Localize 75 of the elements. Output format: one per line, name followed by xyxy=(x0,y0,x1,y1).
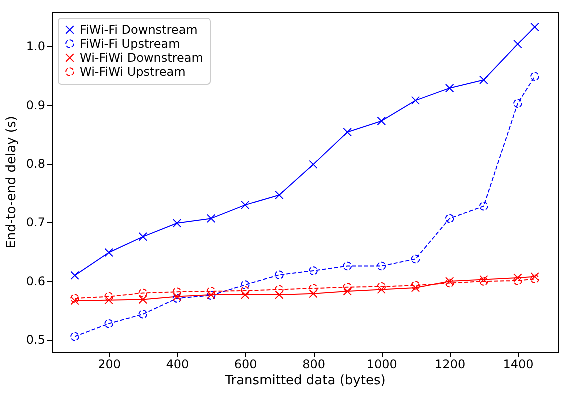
legend-label: FiWi-Fi Upstream xyxy=(80,37,180,51)
point xyxy=(445,84,454,93)
point xyxy=(104,292,114,302)
point xyxy=(138,232,148,242)
x-tick-label: 600 xyxy=(234,358,258,372)
point xyxy=(240,280,250,290)
point xyxy=(445,277,454,286)
point xyxy=(138,288,148,298)
y-tick-label: 1.0 xyxy=(26,40,46,54)
point xyxy=(138,295,148,304)
x-tick-label: 200 xyxy=(98,358,122,372)
point xyxy=(275,270,284,280)
point xyxy=(309,266,318,276)
point xyxy=(309,289,318,298)
point xyxy=(343,283,352,292)
y-tick-label: 0.9 xyxy=(26,98,46,112)
point xyxy=(514,276,522,286)
point xyxy=(514,99,522,108)
y-tick-label: 0.6 xyxy=(26,274,46,288)
point xyxy=(240,200,250,210)
point xyxy=(480,76,488,84)
y-tick-label: 0.8 xyxy=(26,157,46,172)
point xyxy=(309,284,318,293)
point xyxy=(240,286,250,296)
legend-label: Wi-FiWi Upstream xyxy=(80,65,186,79)
x-tick-label: 1000 xyxy=(366,358,398,372)
point xyxy=(275,290,284,300)
point xyxy=(206,287,216,296)
point xyxy=(275,285,284,294)
point xyxy=(70,294,80,303)
point xyxy=(445,214,454,224)
point xyxy=(530,22,540,32)
point xyxy=(377,262,386,271)
legend-label: FiWi-Fi Downstream xyxy=(80,23,198,37)
point xyxy=(104,296,114,305)
point xyxy=(104,248,114,258)
point xyxy=(411,281,420,290)
point xyxy=(445,278,454,288)
point xyxy=(309,160,318,170)
point xyxy=(530,272,540,282)
point xyxy=(343,262,352,271)
point xyxy=(240,290,250,300)
x-tick-label: 400 xyxy=(166,358,190,372)
point xyxy=(206,214,216,224)
point xyxy=(70,271,80,280)
point xyxy=(514,274,522,282)
y-axis-title: End-to-end delay (s) xyxy=(4,116,20,249)
point xyxy=(343,128,352,137)
x-tick-label: 1200 xyxy=(435,358,466,372)
x-axis-title: Transmitted data (bytes) xyxy=(224,374,386,388)
point xyxy=(530,72,540,81)
point xyxy=(514,40,522,49)
point xyxy=(275,190,284,200)
point xyxy=(172,219,182,228)
point xyxy=(104,319,114,328)
point xyxy=(377,116,386,126)
point xyxy=(70,332,80,342)
y-tick-label: 0.5 xyxy=(26,333,46,348)
point xyxy=(480,202,488,211)
point xyxy=(530,274,540,284)
point xyxy=(411,254,420,264)
x-tick-label: 800 xyxy=(302,358,326,372)
y-tick-label: 0.7 xyxy=(26,216,46,230)
point xyxy=(411,284,420,292)
point xyxy=(480,275,488,284)
x-tick-label: 1400 xyxy=(503,358,534,372)
point xyxy=(377,285,386,294)
legend-label: Wi-FiWi Downstream xyxy=(80,51,204,65)
point xyxy=(138,310,148,319)
point xyxy=(172,288,182,296)
point xyxy=(377,282,386,292)
point xyxy=(411,96,420,106)
point xyxy=(343,287,352,296)
point xyxy=(70,296,80,306)
point xyxy=(480,277,488,286)
